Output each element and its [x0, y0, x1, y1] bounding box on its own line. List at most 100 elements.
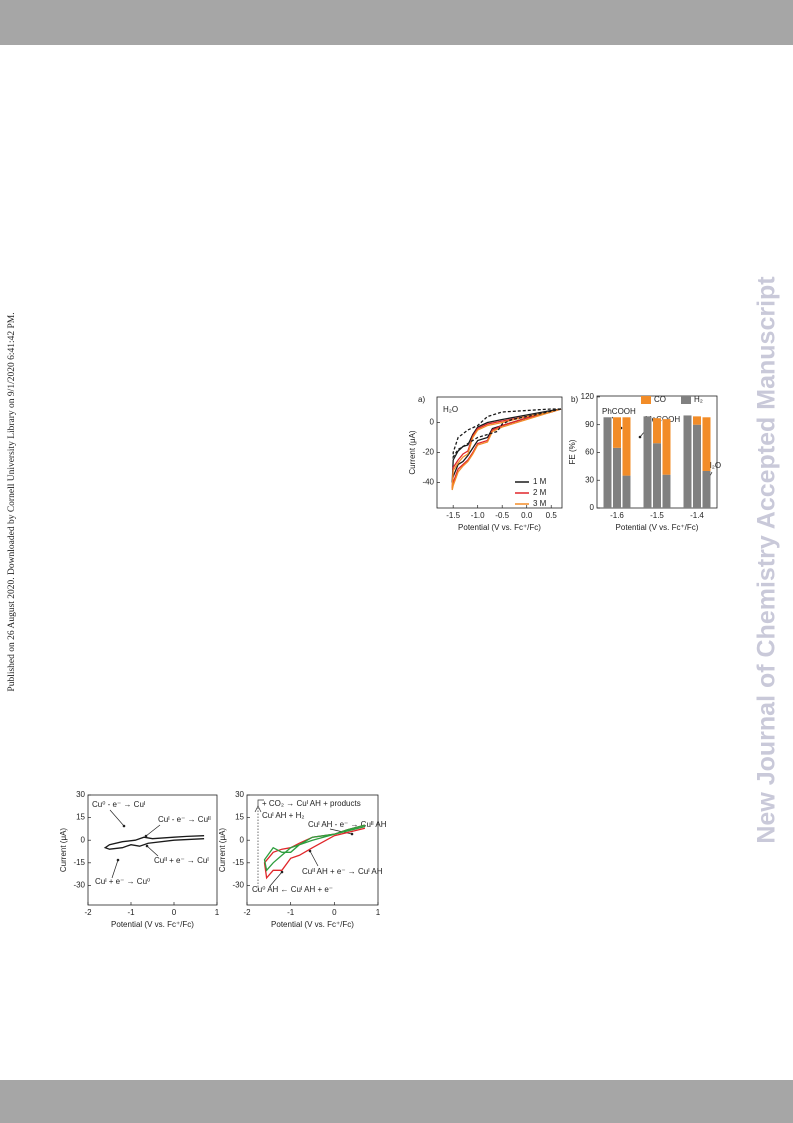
arrow-tip: [308, 849, 312, 853]
annotation: H₂O: [443, 405, 458, 414]
y-tick-label: 0: [590, 503, 595, 512]
annotation: Cuᴵ - e⁻ → Cuᴵᴵ: [158, 815, 211, 824]
bar-segment: [702, 417, 711, 471]
bar-segment: [653, 443, 661, 508]
legend-label: 1 M: [533, 477, 547, 486]
y-tick-label: -30: [73, 881, 85, 890]
y-tick-label: -20: [422, 448, 434, 457]
y-tick-label: 0: [430, 418, 435, 427]
bar-segment: [622, 417, 631, 476]
x-tick-label: -1.5: [650, 511, 664, 520]
y-tick-label: 90: [585, 420, 594, 429]
x-tick-label: -1.0: [471, 511, 485, 520]
y-axis-label: Current (μA): [408, 430, 417, 475]
y-axis-label: FE (%): [568, 439, 577, 464]
annotation: Cu⁰ - e⁻ → Cuᴵ: [92, 800, 145, 809]
legend-swatch: [641, 396, 651, 404]
x-tick-label: -1: [127, 908, 135, 917]
watermark: New Journal of Chemistry Accepted Manusc…: [753, 276, 781, 844]
legend-label: H₂: [694, 395, 703, 404]
x-tick-label: 0.0: [521, 511, 533, 520]
y-axis-label: Current (μA): [218, 828, 227, 873]
y-tick-label: 30: [585, 475, 594, 484]
annotation-arrow: [269, 871, 283, 887]
x-tick-label: -1.6: [610, 511, 624, 520]
bar-segment: [693, 416, 701, 425]
y-tick-label: 15: [235, 813, 244, 822]
annotation: PhCOOH: [602, 407, 636, 416]
x-axis-label: Potential (V vs. Fc⁺/Fc): [111, 920, 194, 929]
x-tick-label: -1.5: [446, 511, 460, 520]
cv-curve: [452, 408, 562, 460]
annotation: Cuᴵ AH - e⁻ → Cuᴵᴵ AH: [308, 820, 387, 829]
annotation-arrow: [111, 859, 119, 879]
bar-segment: [643, 416, 652, 508]
bar-segment: [613, 447, 621, 508]
y-tick-label: 15: [76, 813, 85, 822]
arrow-tip: [122, 824, 126, 828]
annotation-arrow: [145, 824, 161, 837]
arrow-tip: [280, 870, 284, 874]
arrow-tip: [350, 832, 354, 836]
x-tick-label: -2: [84, 908, 92, 917]
x-tick-label: 0: [172, 908, 177, 917]
plot-frame: [87, 794, 218, 906]
annotation: Cu⁰ AH ← Cuᴵ AH + e⁻: [252, 885, 333, 894]
y-tick-label: -15: [73, 858, 85, 867]
x-axis-label: Potential (V vs. Fc⁺/Fc): [271, 920, 354, 929]
y-tick-label: 60: [585, 448, 594, 457]
x-axis-label: Potential (V vs. Fc⁺/Fc): [616, 523, 699, 532]
annotation-arrow: [146, 845, 159, 857]
bar-segment: [613, 417, 621, 448]
cv-curve: [103, 835, 205, 850]
y-tick-label: 0: [240, 835, 245, 844]
side-note: Published on 26 August 2020. Downloaded …: [7, 312, 17, 691]
legend-swatch: [681, 396, 691, 404]
legend-label: 2 M: [533, 488, 547, 497]
bracket: [257, 799, 264, 806]
arrow-tip: [145, 844, 149, 848]
bar-segment: [653, 418, 661, 444]
annotation: H₂O: [706, 461, 721, 470]
annotation-arrow: [309, 850, 319, 867]
bar-segment: [702, 470, 711, 508]
y-tick-label: 30: [235, 790, 244, 799]
arrow-tip: [638, 435, 642, 439]
y-tick-label: 0: [81, 835, 86, 844]
bar-segment: [662, 419, 671, 475]
y-axis-label: Current (μA): [59, 828, 68, 873]
bar-segment: [622, 475, 631, 508]
annotation: + CO₂ → Cuᴵ AH + products: [262, 799, 361, 808]
y-tick-label: 30: [76, 790, 85, 799]
arrow-tip: [116, 858, 120, 862]
bar-segment: [662, 474, 671, 508]
footer-bar: [0, 1080, 793, 1123]
y-tick-label: 120: [581, 392, 595, 401]
x-tick-label: 1: [215, 908, 220, 917]
x-tick-label: 1: [376, 908, 381, 917]
annotation-arrow: [109, 809, 125, 827]
legend-label: CO: [654, 395, 666, 404]
annotation: Cuᴵᴵ AH + e⁻ → Cuᴵ AH: [302, 867, 383, 876]
x-tick-label: -0.5: [495, 511, 509, 520]
panel-label: a): [418, 395, 425, 404]
cv-curve: [263, 824, 366, 872]
y-tick-label: -40: [422, 478, 434, 487]
bar-segment: [693, 424, 701, 508]
x-axis-label: Potential (V vs. Fc⁺/Fc): [458, 523, 541, 532]
x-tick-label: -2: [243, 908, 251, 917]
panel-label: b): [571, 395, 578, 404]
y-tick-label: -15: [232, 858, 244, 867]
annotation: Cuᴵ + e⁻ → Cu⁰: [95, 877, 150, 886]
y-tick-label: -30: [232, 881, 244, 890]
legend-label: 3 M: [533, 499, 547, 508]
bar-segment: [603, 417, 612, 508]
header-bar: [0, 0, 793, 45]
arrow-tip: [144, 834, 148, 838]
annotation: Cuᴵ AH + H₂: [262, 811, 304, 820]
x-tick-label: 0.5: [546, 511, 558, 520]
x-tick-label: -1: [287, 908, 295, 917]
x-tick-label: 0: [332, 908, 337, 917]
